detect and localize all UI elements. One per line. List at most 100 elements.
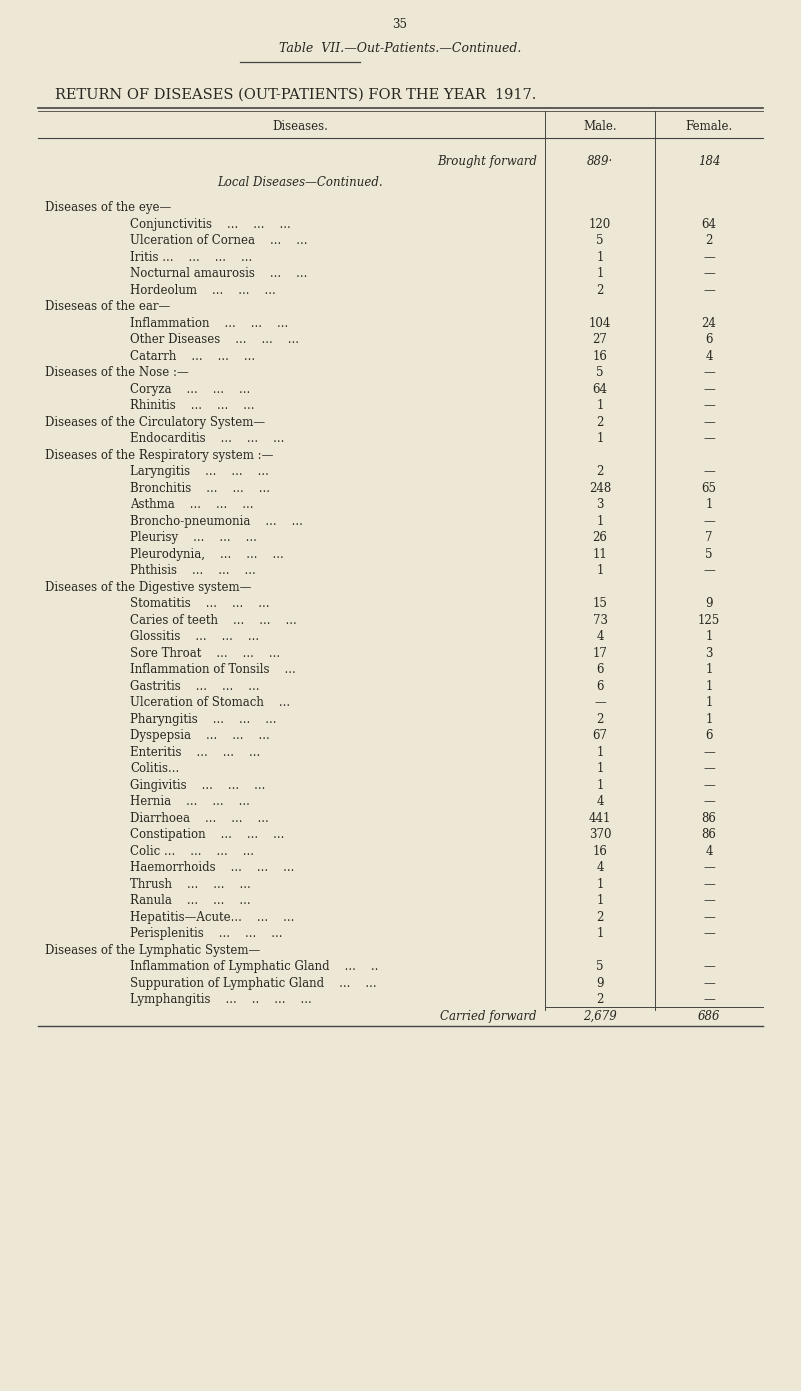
Text: 1: 1 <box>596 399 604 412</box>
Text: Rhinitis    ...    ...    ...: Rhinitis ... ... ... <box>130 399 255 412</box>
Text: Dyspepsia    ...    ...    ...: Dyspepsia ... ... ... <box>130 729 270 743</box>
Text: 1: 1 <box>706 680 713 693</box>
Text: RETURN OF DISEASES (OUT-PATIENTS) FOR THE YEAR  1917.: RETURN OF DISEASES (OUT-PATIENTS) FOR TH… <box>55 88 537 102</box>
Text: —: — <box>703 416 714 428</box>
Text: Gingivitis    ...    ...    ...: Gingivitis ... ... ... <box>130 779 265 791</box>
Text: 73: 73 <box>593 613 607 627</box>
Text: Ulceration of Cornea    ...    ...: Ulceration of Cornea ... ... <box>130 234 308 248</box>
Text: 1: 1 <box>596 928 604 940</box>
Text: Hordeolum    ...    ...    ...: Hordeolum ... ... ... <box>130 284 276 296</box>
Text: Diseases of the eye—: Diseases of the eye— <box>45 202 171 214</box>
Text: 1: 1 <box>706 712 713 726</box>
Text: 6: 6 <box>596 680 604 693</box>
Text: Thrush    ...    ...    ...: Thrush ... ... ... <box>130 878 251 890</box>
Text: Female.: Female. <box>686 120 733 134</box>
Text: —: — <box>703 746 714 758</box>
Text: Laryngitis    ...    ...    ...: Laryngitis ... ... ... <box>130 465 269 479</box>
Text: Hepatitis—Acute...    ...    ...: Hepatitis—Acute... ... ... <box>130 911 295 924</box>
Text: 9: 9 <box>596 976 604 990</box>
Text: 2: 2 <box>596 911 604 924</box>
Text: —: — <box>703 399 714 412</box>
Text: 6: 6 <box>705 334 713 346</box>
Text: Inflammation of Lymphatic Gland    ...    ..: Inflammation of Lymphatic Gland ... .. <box>130 960 378 974</box>
Text: 6: 6 <box>596 664 604 676</box>
Text: 5: 5 <box>596 366 604 380</box>
Text: —: — <box>703 762 714 775</box>
Text: —: — <box>703 565 714 577</box>
Text: —: — <box>703 366 714 380</box>
Text: —: — <box>703 911 714 924</box>
Text: 104: 104 <box>589 317 611 330</box>
Text: 16: 16 <box>593 844 607 858</box>
Text: —: — <box>703 250 714 264</box>
Text: 2: 2 <box>596 712 604 726</box>
Text: 1: 1 <box>596 515 604 527</box>
Text: Diseases of the Circulatory System—: Diseases of the Circulatory System— <box>45 416 265 428</box>
Text: —: — <box>703 960 714 974</box>
Text: 65: 65 <box>702 481 717 495</box>
Text: —: — <box>703 894 714 907</box>
Text: —: — <box>703 433 714 445</box>
Text: 64: 64 <box>702 218 717 231</box>
Text: 2,679: 2,679 <box>583 1010 617 1022</box>
Text: 686: 686 <box>698 1010 720 1022</box>
Text: Nocturnal amaurosis    ...    ...: Nocturnal amaurosis ... ... <box>130 267 308 280</box>
Text: Diseases.: Diseases. <box>272 120 328 134</box>
Text: Endocarditis    ...    ...    ...: Endocarditis ... ... ... <box>130 433 284 445</box>
Text: 2: 2 <box>596 465 604 479</box>
Text: 370: 370 <box>589 828 611 842</box>
Text: 67: 67 <box>593 729 607 743</box>
Text: 35: 35 <box>392 18 408 31</box>
Text: Lymphangitis    ...    ..    ...    ...: Lymphangitis ... .. ... ... <box>130 993 312 1006</box>
Text: 1: 1 <box>596 746 604 758</box>
Text: 11: 11 <box>593 548 607 561</box>
Text: —: — <box>703 976 714 990</box>
Text: 4: 4 <box>596 861 604 874</box>
Text: 3: 3 <box>705 647 713 659</box>
Text: 1: 1 <box>706 498 713 512</box>
Text: 15: 15 <box>593 597 607 611</box>
Text: —: — <box>703 861 714 874</box>
Text: —: — <box>703 928 714 940</box>
Text: 889·: 889· <box>587 154 613 168</box>
Text: 5: 5 <box>705 548 713 561</box>
Text: 3: 3 <box>596 498 604 512</box>
Text: 1: 1 <box>596 779 604 791</box>
Text: Inflammation    ...    ...    ...: Inflammation ... ... ... <box>130 317 288 330</box>
Text: Diseases of the Nose :—: Diseases of the Nose :— <box>45 366 189 380</box>
Text: 2: 2 <box>596 284 604 296</box>
Text: 4: 4 <box>705 349 713 363</box>
Text: Colic ...    ...    ...    ...: Colic ... ... ... ... <box>130 844 254 858</box>
Text: 1: 1 <box>596 894 604 907</box>
Text: 248: 248 <box>589 481 611 495</box>
Text: Carried forward: Carried forward <box>441 1010 537 1022</box>
Text: Pharyngitis    ...    ...    ...: Pharyngitis ... ... ... <box>130 712 276 726</box>
Text: 441: 441 <box>589 812 611 825</box>
Text: Haemorrhoids    ...    ...    ...: Haemorrhoids ... ... ... <box>130 861 295 874</box>
Text: 1: 1 <box>596 762 604 775</box>
Text: 1: 1 <box>596 433 604 445</box>
Text: 1: 1 <box>596 250 604 264</box>
Text: Coryza    ...    ...    ...: Coryza ... ... ... <box>130 383 250 395</box>
Text: 5: 5 <box>596 234 604 248</box>
Text: Gastritis    ...    ...    ...: Gastritis ... ... ... <box>130 680 260 693</box>
Text: 17: 17 <box>593 647 607 659</box>
Text: 26: 26 <box>593 531 607 544</box>
Text: 1: 1 <box>596 878 604 890</box>
Text: Bronchitis    ...    ...    ...: Bronchitis ... ... ... <box>130 481 270 495</box>
Text: —: — <box>703 267 714 280</box>
Text: Constipation    ...    ...    ...: Constipation ... ... ... <box>130 828 284 842</box>
Text: —: — <box>703 515 714 527</box>
Text: 4: 4 <box>596 796 604 808</box>
Text: 125: 125 <box>698 613 720 627</box>
Text: —: — <box>703 465 714 479</box>
Text: Stomatitis    ...    ...    ...: Stomatitis ... ... ... <box>130 597 269 611</box>
Text: Asthma    ...    ...    ...: Asthma ... ... ... <box>130 498 253 512</box>
Text: 1: 1 <box>706 697 713 709</box>
Text: Pleurodynia,    ...    ...    ...: Pleurodynia, ... ... ... <box>130 548 284 561</box>
Text: 1: 1 <box>706 630 713 643</box>
Text: Diarrhoea    ...    ...    ...: Diarrhoea ... ... ... <box>130 812 269 825</box>
Text: —: — <box>703 878 714 890</box>
Text: 184: 184 <box>698 154 720 168</box>
Text: Table  VII.—Out-Patients.—Continued.: Table VII.—Out-Patients.—Continued. <box>279 42 521 56</box>
